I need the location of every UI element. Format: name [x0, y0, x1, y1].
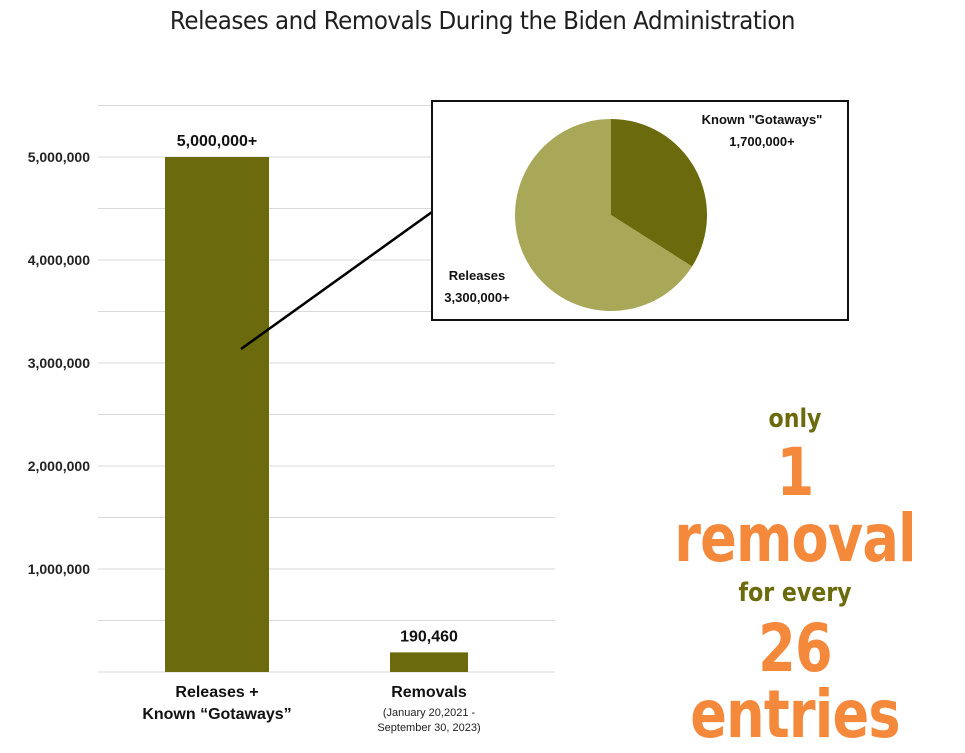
x-category-sublabel: September 30, 2023): [377, 722, 480, 734]
pie-slice: [611, 119, 707, 267]
x-category-label: Known “Gotaways”: [142, 706, 291, 723]
pie-label-name: Known "Gotaways": [702, 112, 823, 127]
bar: [165, 157, 269, 672]
y-axis-ticks: 1,000,000 2,000,000 3,000,000 4,000,000 5,00…: [28, 149, 90, 577]
y-tick-label: 2,000,000: [28, 458, 90, 474]
callout-for-every: for every: [738, 578, 852, 608]
callout-only: only: [768, 404, 822, 434]
bar-data-label: 190,460: [400, 628, 458, 645]
pie-label-value: 3,300,000+: [444, 290, 510, 305]
y-tick-label: 3,000,000: [28, 355, 90, 371]
bars: 5,000,000+ Releases + Known “Gotaways” 190,…: [142, 133, 480, 734]
leader-line: [240, 210, 433, 351]
bar-data-label: 5,000,000+: [177, 133, 258, 150]
x-category-label: Removals: [391, 684, 467, 701]
leader-line: [240, 210, 433, 351]
y-tick-label: 5,000,000: [28, 149, 90, 165]
x-category-label: Releases +: [175, 684, 258, 701]
ratio-callout: only 1 removal for every 26 entries: [620, 400, 965, 748]
pie-inset: Known "Gotaways" 1,700,000+ Releases 3,300,…: [431, 100, 849, 321]
bar: [390, 652, 468, 672]
y-tick-label: 4,000,000: [28, 252, 90, 268]
x-category-sublabel: (January 20,2021 -: [383, 707, 476, 719]
callout-26-entries: 26 entries: [690, 610, 900, 753]
pie-label-name: Releases: [449, 268, 505, 283]
callout-one-removal: 1 removal: [674, 434, 916, 577]
y-tick-label: 1,000,000: [28, 561, 90, 577]
pie-slice: [515, 119, 693, 312]
page-title: Releases and Removals During the Biden A…: [169, 6, 796, 35]
pie-label-value: 1,700,000+: [729, 134, 795, 149]
